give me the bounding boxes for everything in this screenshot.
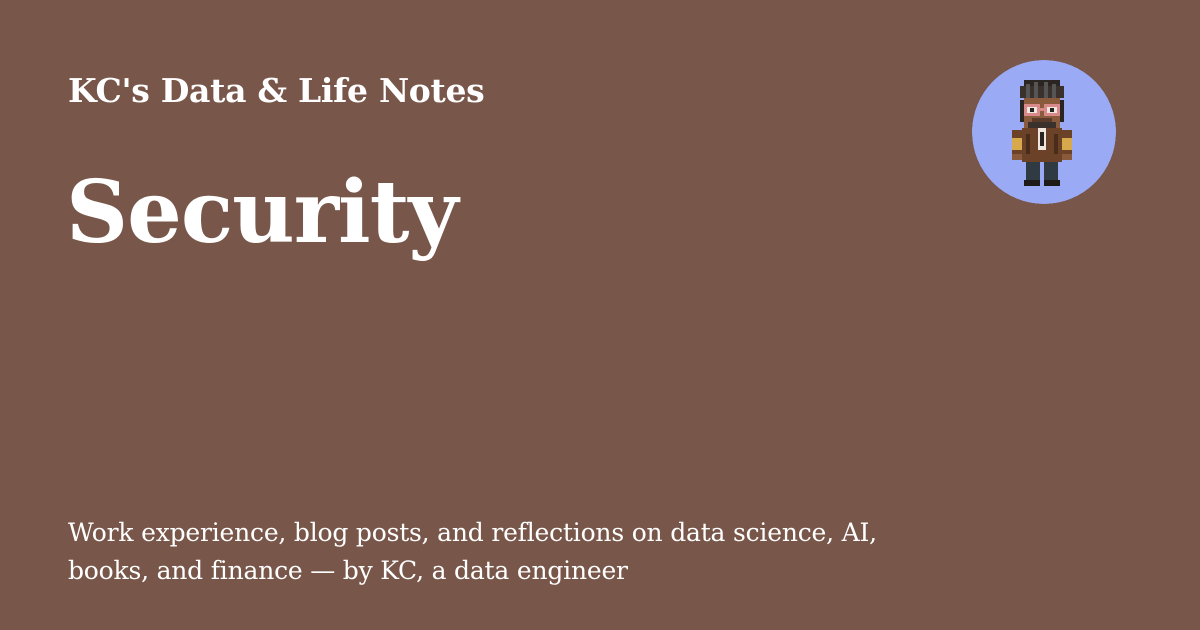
site-name: KC's Data & Life Notes [68, 71, 485, 110]
pixel-character-icon [972, 60, 1116, 204]
page-title: Security [66, 162, 458, 263]
avatar [972, 60, 1116, 204]
site-description: Work experience, blog posts, and reflect… [68, 518, 877, 585]
